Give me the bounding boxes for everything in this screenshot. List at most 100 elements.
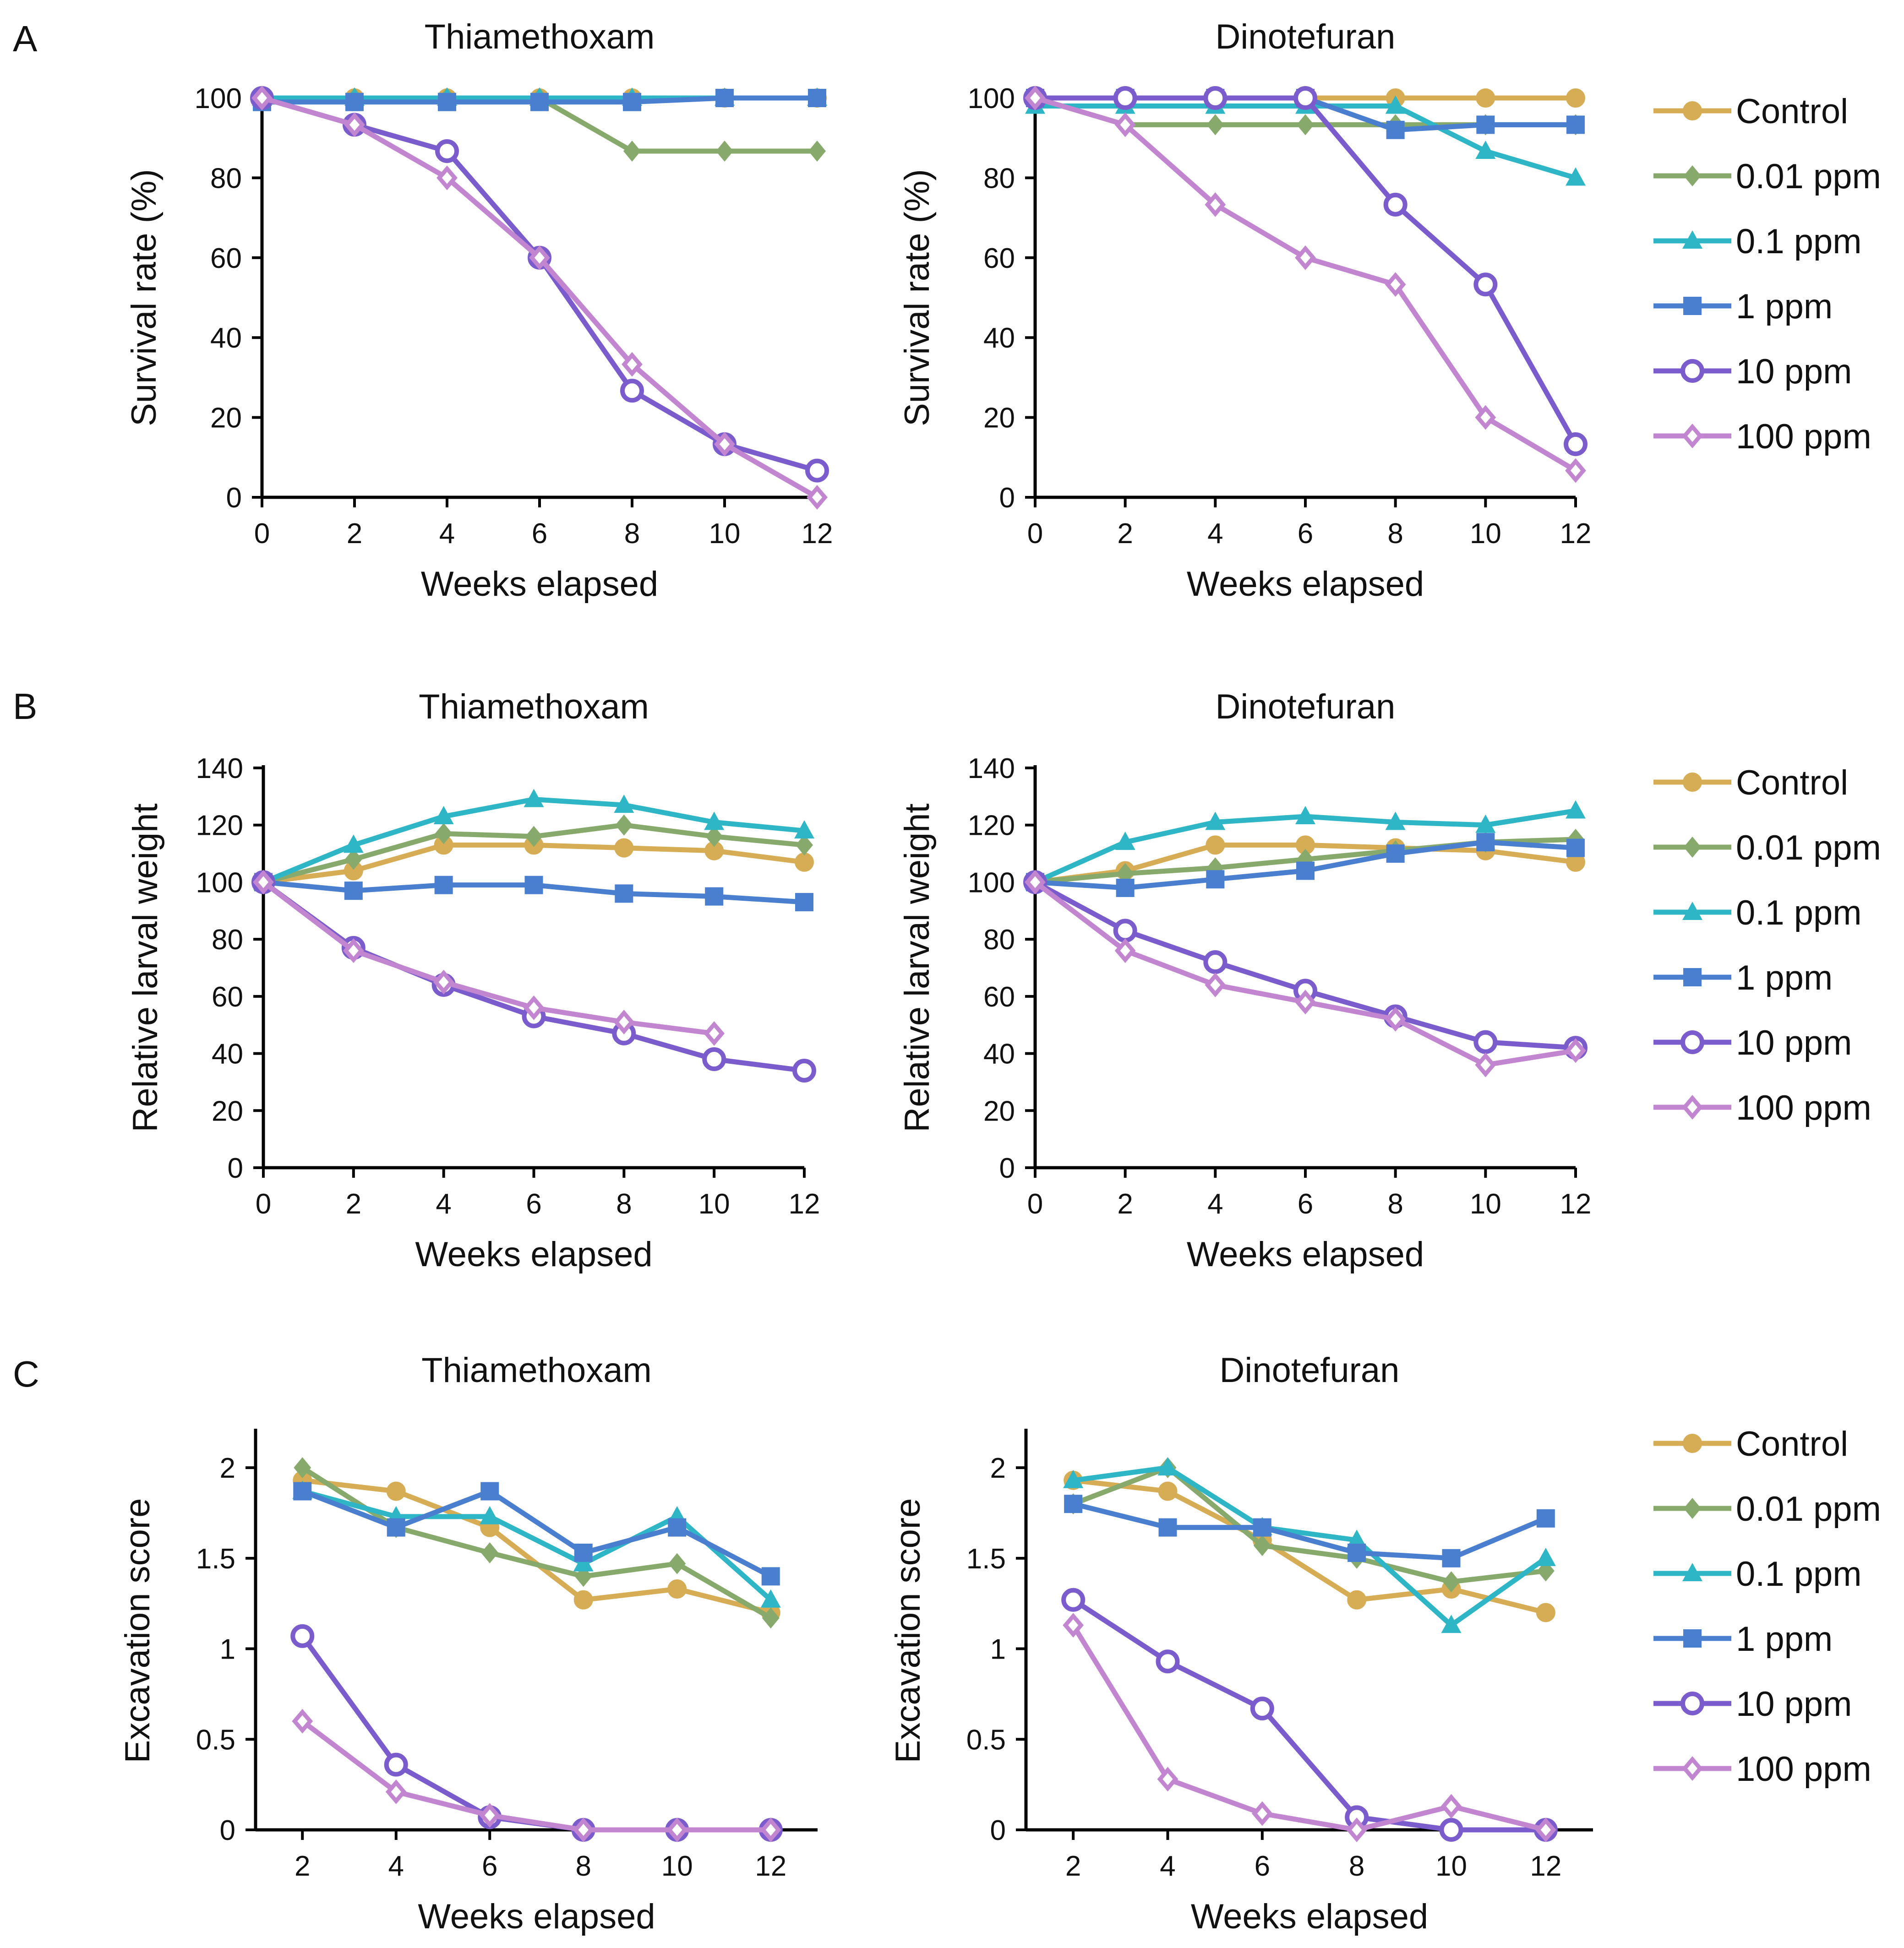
x-tick-label: 4: [1207, 1188, 1223, 1220]
y-tick-label: 100: [968, 867, 1015, 898]
x-tick-label: 8: [1387, 1188, 1403, 1220]
x-tick-label: 6: [532, 518, 547, 550]
data-point: [293, 1482, 312, 1501]
x-axis-label: Weeks elapsed: [1191, 1897, 1428, 1936]
y-tick-label: 2: [990, 1453, 1006, 1484]
x-tick-label: 2: [346, 1188, 361, 1220]
data-point: [795, 852, 814, 872]
data-point: [1383, 192, 1408, 217]
legend-marker: [1684, 1498, 1701, 1519]
legend-label: 100 ppm: [1736, 1750, 1871, 1789]
legend-marker: [1683, 773, 1702, 792]
x-tick-label: 4: [439, 518, 455, 550]
y-tick-label: 0: [220, 1815, 235, 1846]
y-tick-label: 120: [196, 810, 243, 842]
data-point: [704, 1021, 725, 1046]
data-point: [1385, 272, 1406, 297]
series-ppm-10: [251, 870, 816, 1083]
legend-label: 0.01 ppm: [1736, 1490, 1881, 1529]
data-point: [1206, 114, 1224, 136]
series-line: [261, 879, 717, 1036]
data-point: [615, 814, 633, 836]
data-point: [481, 1542, 499, 1563]
series-line: [1070, 1478, 1549, 1615]
data-point: [761, 1567, 780, 1586]
legend-label: 0.1 ppm: [1736, 893, 1862, 932]
series-ppm-10: [250, 86, 829, 483]
x-tick-label: 12: [802, 518, 833, 550]
data-point: [1113, 919, 1137, 943]
data-point: [253, 870, 274, 895]
data-point: [573, 1553, 594, 1572]
data-point: [1535, 1547, 1556, 1566]
x-tick-label: 2: [295, 1850, 310, 1882]
legend-item-ppm-1: 1 ppm: [1653, 1620, 1833, 1659]
legend-label: 10 ppm: [1736, 1023, 1852, 1062]
x-axis-label: Weeks elapsed: [415, 1235, 652, 1274]
data-point: [1293, 86, 1317, 110]
data-point: [715, 89, 734, 107]
chart-title: Dinotefuran: [1220, 1351, 1400, 1390]
series-line: [259, 95, 820, 473]
series-ppm-10: [290, 1624, 783, 1842]
x-tick-label: 6: [1255, 1850, 1270, 1882]
data-point: [1476, 88, 1495, 108]
legend-label: 100 ppm: [1736, 417, 1871, 456]
x-tick-label: 2: [1117, 518, 1133, 550]
data-point: [705, 826, 723, 847]
data-point: [1476, 115, 1495, 134]
data-point: [807, 485, 828, 510]
y-tick-label: 80: [210, 163, 242, 194]
legend-marker: [1683, 101, 1702, 120]
data-point: [760, 1817, 781, 1842]
data-point: [1475, 814, 1496, 833]
x-tick-label: 2: [1117, 1188, 1133, 1220]
y-tick-label: 60: [983, 981, 1015, 1013]
x-tick-label: 4: [388, 1850, 404, 1882]
x-tick-label: 8: [624, 518, 640, 550]
data-point: [716, 140, 733, 162]
series-ppm-100: [251, 86, 828, 510]
series-line: [1070, 1465, 1549, 1584]
panel-letters: A B C: [13, 18, 39, 1394]
data-point: [614, 794, 634, 813]
series-ppm-1: [254, 873, 813, 912]
data-point: [1063, 1469, 1084, 1488]
y-tick-label: 80: [983, 163, 1015, 194]
data-point: [433, 806, 454, 825]
data-point: [1205, 192, 1226, 217]
series-line: [1070, 1501, 1549, 1561]
y-tick-label: 1.5: [196, 1543, 235, 1575]
data-point: [524, 876, 543, 894]
series-ppm-100: [1025, 86, 1586, 483]
data-point: [529, 245, 550, 270]
data-point: [1386, 120, 1405, 139]
data-point: [1565, 458, 1586, 483]
data-point: [623, 93, 641, 111]
data-point: [292, 1709, 313, 1734]
x-axis-label: Weeks elapsed: [418, 1897, 655, 1936]
data-point: [1113, 86, 1137, 110]
y-axis-label: Relative larval weight: [126, 803, 165, 1132]
legend-marker: [1682, 424, 1703, 448]
legend-item-control: Control: [1653, 763, 1848, 802]
data-point: [1025, 870, 1046, 895]
legend-label: 10 ppm: [1736, 1685, 1852, 1724]
data-point: [479, 1803, 501, 1828]
chart-title: Dinotefuran: [1216, 17, 1396, 56]
data-point: [436, 165, 458, 190]
panel-letter-c: C: [13, 1354, 39, 1394]
data-point: [1386, 844, 1405, 863]
data-point: [668, 1553, 686, 1574]
y-tick-label: 120: [968, 810, 1015, 842]
y-tick-label: 20: [983, 403, 1015, 434]
legend-item-ppm-0-1: 0.1 ppm: [1653, 222, 1862, 261]
y-tick-label: 100: [195, 83, 242, 114]
y-axis-label: Excavation score: [118, 1498, 157, 1763]
data-point: [792, 1058, 816, 1083]
data-point: [1442, 1571, 1460, 1593]
legend-item-ppm-100: 100 ppm: [1653, 1750, 1871, 1789]
chart-title: Thiamethoxam: [425, 17, 655, 56]
legend-label: 0.1 ppm: [1736, 222, 1862, 261]
data-point: [1564, 432, 1588, 457]
